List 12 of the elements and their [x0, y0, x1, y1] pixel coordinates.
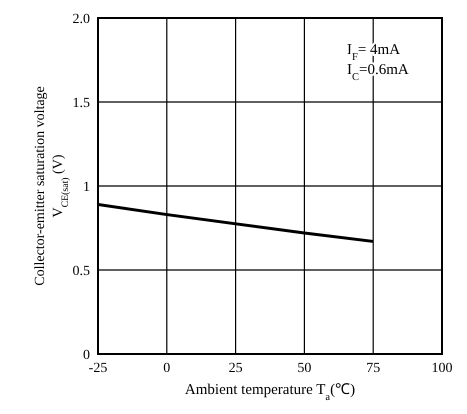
x-tick-label: 0 [163, 360, 170, 376]
x-tick-label: -25 [88, 360, 108, 376]
y-tick-label: 1.5 [72, 96, 90, 111]
x-tick-label: 75 [366, 360, 380, 376]
x-tick-label: 25 [228, 360, 243, 376]
y-tick-label: 1 [83, 180, 90, 195]
x-tick-label: 100 [432, 360, 452, 376]
y-tick-label: 0.5 [72, 264, 90, 279]
y-tick-label: 0 [83, 348, 90, 363]
x-tick-label: 50 [297, 360, 312, 376]
x-axis-title: Ambient temperature T$_{a}$(℃) [184, 382, 356, 402]
y-tick-label: 2.0 [72, 12, 90, 27]
